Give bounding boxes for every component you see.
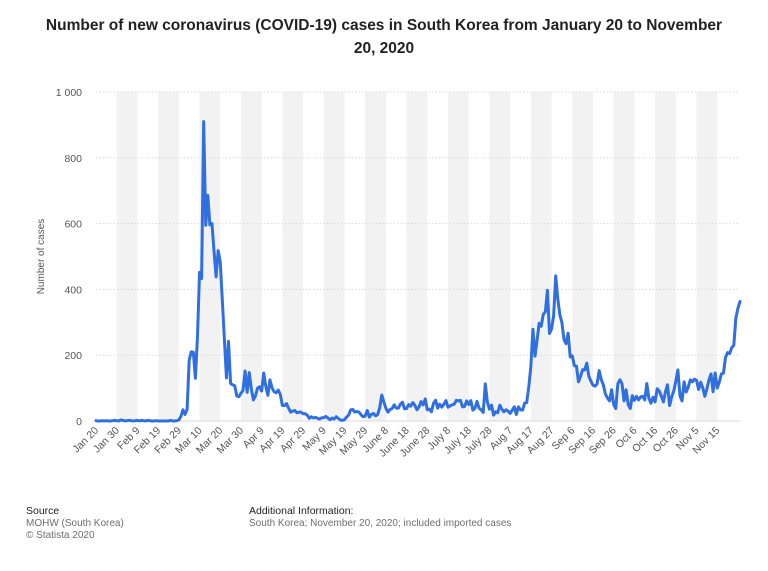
y-tick-label: 600 — [64, 219, 82, 231]
background-band — [240, 92, 262, 421]
chart-title: Number of new coronavirus (COVID-19) cas… — [45, 17, 723, 57]
source-name[interactable]: MOHW (South Korea) — [26, 517, 124, 529]
y-tick-label: 0 — [76, 416, 82, 428]
background-band — [448, 92, 469, 421]
background-band — [116, 92, 138, 421]
background-band — [613, 92, 635, 421]
y-tick-label: 1 000 — [56, 87, 82, 99]
y-tick-label: 800 — [64, 153, 82, 165]
background-band — [530, 92, 552, 421]
additional-info-block: Additional Information: South Korea; Nov… — [249, 505, 511, 530]
background-band — [696, 92, 718, 421]
additional-info-heading: Additional Information: — [249, 505, 354, 517]
background-band — [489, 92, 511, 421]
additional-info-text: South Korea; November 20, 2020; included… — [249, 517, 512, 529]
background-band — [323, 92, 345, 421]
series-line — [94, 120, 742, 423]
background-band — [655, 92, 676, 421]
copyright[interactable]: © Statista 2020 — [26, 530, 95, 541]
background-band — [572, 92, 593, 421]
y-axis-title: Number of cases — [36, 219, 47, 295]
y-tick-label: 200 — [64, 350, 82, 362]
background-band — [365, 92, 386, 421]
background-band — [158, 92, 179, 421]
background-band — [282, 92, 304, 421]
source-heading: Source — [26, 505, 60, 517]
y-tick-label: 400 — [64, 284, 82, 296]
source-block: Source MOHW (South Korea) © Statista 202… — [26, 505, 124, 543]
background-band — [406, 92, 428, 421]
